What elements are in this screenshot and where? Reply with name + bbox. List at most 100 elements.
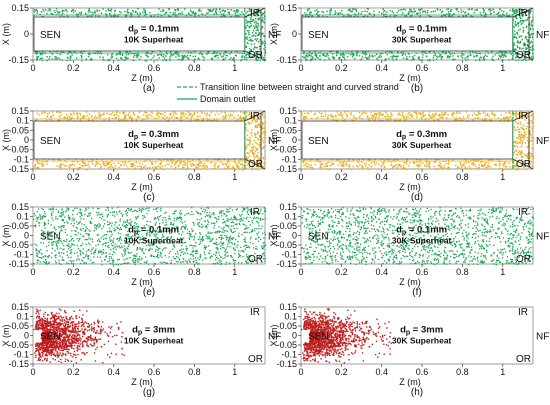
particle-marker [501, 53, 503, 55]
particle-marker [514, 145, 517, 148]
particle-marker [258, 9, 260, 11]
particle-marker [136, 248, 139, 250]
particle-marker [428, 163, 431, 166]
particle-marker [255, 32, 257, 35]
particle-marker [88, 9, 90, 12]
particle-marker [134, 231, 137, 233]
particle-marker [375, 114, 377, 117]
particle-marker [320, 165, 322, 167]
particle-marker [50, 256, 53, 259]
particle-marker [522, 43, 525, 45]
particle-marker [80, 51, 82, 53]
particle-marker [251, 222, 254, 224]
particle-marker [518, 42, 520, 44]
particle-marker [254, 121, 257, 123]
particle-marker [374, 164, 376, 166]
particle-marker [215, 9, 218, 11]
particle-marker [154, 167, 156, 170]
particle-marker [226, 235, 228, 237]
particle-marker [320, 163, 323, 166]
particle-marker [520, 137, 523, 139]
particle-marker [88, 119, 90, 122]
particle-marker [522, 156, 524, 158]
particle-marker [124, 168, 126, 170]
particle-marker [491, 111, 494, 113]
particle-marker [380, 56, 383, 58]
particle-marker [438, 164, 440, 167]
particle-marker [161, 262, 163, 265]
particle-marker [342, 161, 344, 164]
particle-marker [437, 168, 439, 171]
particle-marker [457, 166, 460, 168]
particle-marker [116, 211, 118, 213]
particle-marker [527, 39, 529, 42]
particle-marker [391, 10, 393, 13]
particle-marker [55, 56, 57, 58]
particle-marker [341, 13, 343, 15]
particle-marker [504, 161, 507, 163]
particle-marker [394, 119, 396, 122]
particle-marker [432, 59, 435, 61]
particle-marker [69, 51, 72, 54]
particle-marker [156, 255, 159, 258]
particle-marker [426, 55, 428, 58]
particle-marker [510, 115, 512, 118]
particle-marker [60, 114, 62, 116]
particle-marker [391, 114, 393, 116]
particle-marker [248, 36, 251, 39]
particle-marker [42, 256, 44, 258]
particle-marker [517, 137, 520, 139]
particle-marker [258, 17, 261, 19]
particle-marker [526, 53, 529, 55]
particle-marker [487, 165, 490, 167]
particle-marker [125, 54, 128, 56]
particle-marker [361, 113, 363, 115]
particle-marker [246, 10, 249, 13]
particle-marker [263, 245, 265, 247]
particle-marker [476, 55, 479, 57]
particle-marker [255, 155, 257, 158]
particle-marker [245, 158, 248, 160]
particle-marker [325, 162, 327, 165]
particle-marker [518, 128, 521, 130]
ir-label: IR [518, 8, 528, 19]
particle-marker [71, 163, 74, 165]
particle-marker [361, 164, 363, 167]
particle-marker [87, 215, 89, 217]
particle-marker [166, 116, 169, 118]
particle-marker [515, 8, 517, 11]
particle-marker [92, 119, 94, 122]
particle-marker [247, 262, 249, 264]
particle-marker [46, 116, 49, 118]
particle-marker [327, 114, 330, 117]
particle-marker [517, 25, 520, 27]
particle-marker [58, 11, 60, 14]
particle-marker [251, 20, 253, 22]
particle-marker [79, 254, 82, 256]
particle-marker [519, 142, 521, 144]
particle-marker [234, 14, 237, 17]
particle-marker [68, 166, 71, 168]
particle-marker [117, 258, 119, 261]
y-axis-label: X (m) [269, 23, 279, 45]
particle-marker [136, 165, 139, 168]
particle-marker [513, 49, 515, 51]
particle-marker [85, 208, 88, 211]
particle-marker [433, 165, 435, 168]
particle-marker [355, 9, 357, 11]
particle-marker [128, 116, 131, 118]
particle-marker [335, 119, 337, 122]
particle-marker [203, 166, 206, 168]
particle-marker [181, 55, 183, 57]
particle-marker [34, 50, 36, 53]
particle-marker [233, 248, 235, 250]
particle-marker [91, 11, 94, 14]
particle-marker [248, 29, 250, 32]
particle-marker [529, 140, 531, 142]
particle-marker [261, 26, 263, 28]
particle-marker [459, 117, 462, 120]
particle-marker [517, 126, 519, 129]
particle-marker [310, 111, 312, 113]
particle-marker [87, 55, 90, 58]
particle-marker [516, 137, 518, 139]
